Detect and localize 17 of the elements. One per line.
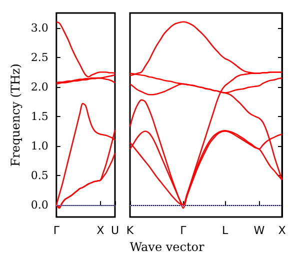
- x-tick-label: U: [110, 224, 120, 237]
- y-axis-title: Frequency (THz): [8, 64, 22, 166]
- y-tick-label: 1.0: [30, 140, 48, 153]
- x-tick-label: X: [96, 224, 105, 237]
- x-axis-title: Wave vector: [130, 240, 205, 254]
- y-tick-label: 2.5: [30, 50, 48, 64]
- x-tick-label: Γ: [180, 224, 188, 237]
- y-tick-label: 2.0: [30, 80, 48, 94]
- y-tick-label: 3.0: [30, 21, 48, 34]
- x-tick-label: W: [254, 224, 265, 237]
- x-tick-label: L: [222, 224, 229, 237]
- y-tick-label: 0.5: [30, 169, 48, 182]
- x-tick-label: X: [278, 224, 286, 237]
- x-tick-label: K: [126, 224, 134, 237]
- y-tick-label: 0.0: [30, 198, 48, 212]
- y-tick-label: 1.5: [30, 110, 48, 123]
- x-tick-label: Γ: [53, 224, 60, 237]
